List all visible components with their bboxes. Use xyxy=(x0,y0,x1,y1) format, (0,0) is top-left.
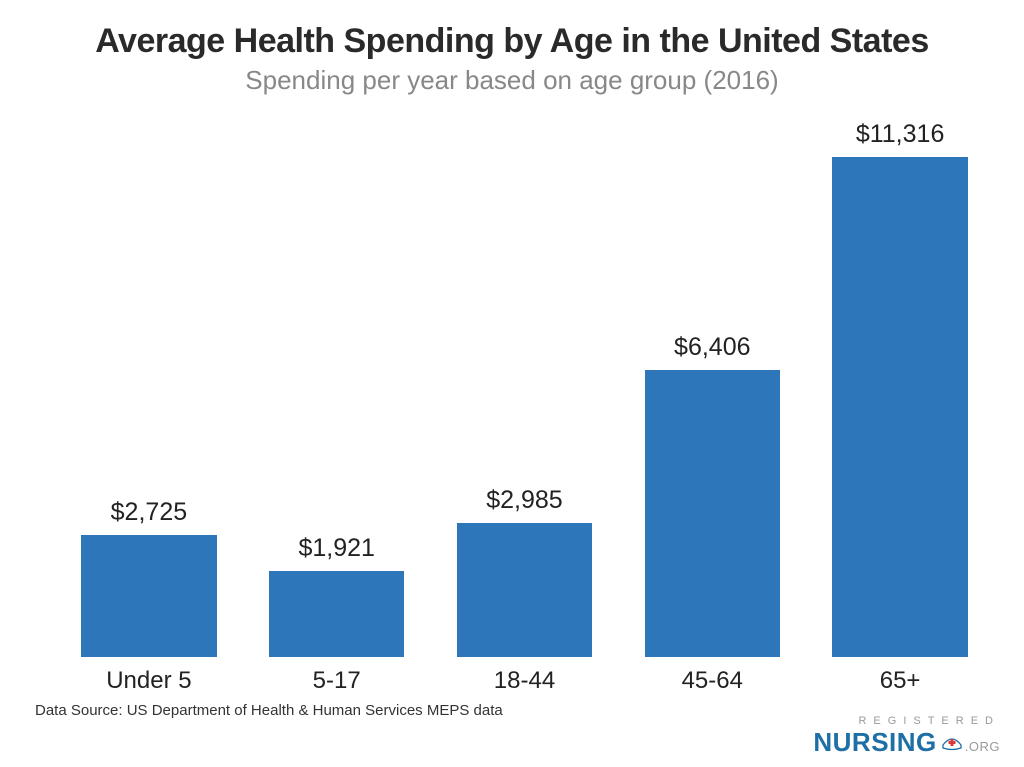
logo-suffix: .ORG xyxy=(965,740,1000,753)
logo-word: NURSING xyxy=(813,729,936,755)
bar-category-label: 45-64 xyxy=(682,667,743,695)
logo-top-text: REGISTERED xyxy=(813,716,1000,727)
bar-category-label: 5-17 xyxy=(313,667,361,695)
bar-value-label: $2,985 xyxy=(486,486,562,515)
bar-value-label: $6,406 xyxy=(674,333,750,362)
bar-group: $2,985 18-44 xyxy=(431,120,619,657)
bar-group: $1,921 5-17 xyxy=(243,120,431,657)
bar xyxy=(832,157,967,657)
logo-main-text: NURSING .ORG xyxy=(813,729,1000,755)
nurse-cap-icon xyxy=(941,729,963,745)
bar-value-label: $1,921 xyxy=(298,534,374,563)
chart-title: Average Health Spending by Age in the Un… xyxy=(0,0,1024,61)
bar-category-label: 65+ xyxy=(880,667,921,695)
bar-value-label: $11,316 xyxy=(856,120,945,149)
bars-container: $2,725 Under 5 $1,921 5-17 $2,985 18-44 … xyxy=(55,120,994,657)
data-source-caption: Data Source: US Department of Health & H… xyxy=(35,702,503,719)
bar-group: $11,316 65+ xyxy=(806,120,994,657)
chart-subtitle: Spending per year based on age group (20… xyxy=(0,65,1024,96)
bar xyxy=(457,523,592,657)
brand-logo: REGISTERED NURSING .ORG xyxy=(813,716,1000,755)
bar xyxy=(645,370,780,657)
chart-area: $2,725 Under 5 $1,921 5-17 $2,985 18-44 … xyxy=(55,120,994,657)
bar-category-label: 18-44 xyxy=(494,667,555,695)
bar-group: $6,406 45-64 xyxy=(618,120,806,657)
bar-value-label: $2,725 xyxy=(111,498,187,527)
bar xyxy=(81,535,216,657)
bar-group: $2,725 Under 5 xyxy=(55,120,243,657)
bar-category-label: Under 5 xyxy=(106,667,191,695)
bar xyxy=(269,571,404,657)
